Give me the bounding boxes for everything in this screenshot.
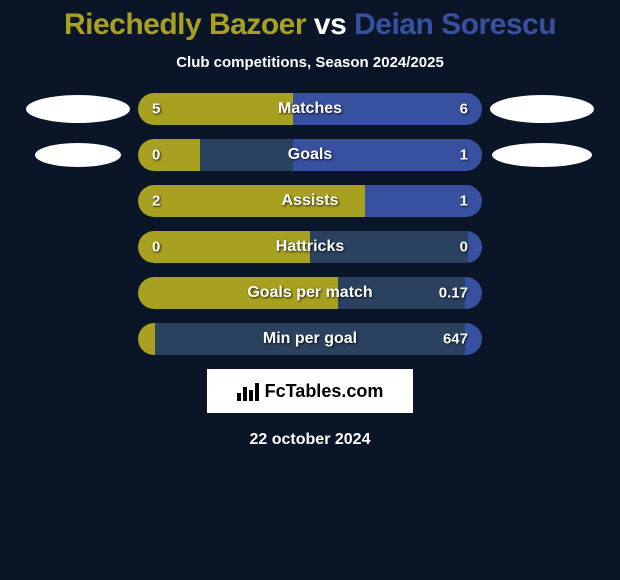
stat-bar: Hattricks 0 0 [138, 231, 482, 263]
footer-logo-box: FcTables.com [207, 369, 413, 413]
stat-value-left: 2 [152, 193, 160, 210]
player-avatar-right [492, 143, 592, 167]
stat-value-left: 5 [152, 101, 160, 118]
bar-fill-left [138, 323, 155, 355]
stat-bar: Assists 2 1 [138, 185, 482, 217]
stat-row: Goals 0 1 [0, 139, 620, 171]
avatar-slot-right [482, 143, 602, 167]
player-avatar-right [490, 95, 594, 123]
stat-label: Goals [288, 146, 332, 164]
stat-row: Min per goal 647 [0, 323, 620, 355]
stat-label: Hattricks [276, 238, 344, 256]
stat-value-right: 6 [460, 101, 468, 118]
stat-value-right: 1 [460, 147, 468, 164]
footer-logo-text: FcTables.com [265, 381, 384, 402]
player-avatar-left [26, 95, 130, 123]
stat-value-left: 0 [152, 147, 160, 164]
stat-label: Goals per match [247, 284, 372, 302]
stat-value-right: 647 [443, 331, 468, 348]
stat-value-right: 0 [460, 239, 468, 256]
stat-bar: Matches 5 6 [138, 93, 482, 125]
stat-row: Assists 2 1 [0, 185, 620, 217]
bar-fill-right [468, 231, 482, 263]
player-avatar-left [35, 143, 121, 167]
stat-label: Matches [278, 100, 342, 118]
title-vs: vs [314, 8, 346, 41]
stat-row: Goals per match 0.17 [0, 277, 620, 309]
stat-value-right: 1 [460, 193, 468, 210]
bars-icon [237, 381, 259, 401]
stat-value-right: 0.17 [439, 285, 468, 302]
bar-fill-left [138, 139, 200, 171]
stat-rows: Matches56Goals01Assists21Hattricks00Goal… [0, 93, 620, 355]
stat-bar: Min per goal 647 [138, 323, 482, 355]
page-title: Riechedly Bazoer vs Deian Sorescu [0, 8, 620, 42]
subtitle: Club competitions, Season 2024/2025 [0, 54, 620, 71]
title-player-1: Riechedly Bazoer [64, 8, 306, 41]
stat-row: Hattricks 0 0 [0, 231, 620, 263]
bar-fill-left [138, 93, 293, 125]
stat-row: Matches 5 6 [0, 93, 620, 125]
stat-label: Min per goal [263, 330, 357, 348]
stat-label: Assists [282, 192, 339, 210]
avatar-slot-left [18, 143, 138, 167]
infographic-container: Riechedly Bazoer vs Deian Sorescu Club c… [0, 0, 620, 449]
avatar-slot-left [18, 95, 138, 123]
avatar-slot-right [482, 95, 602, 123]
stat-value-left: 0 [152, 239, 160, 256]
title-player-2: Deian Sorescu [354, 8, 556, 41]
footer-date: 22 october 2024 [0, 431, 620, 449]
stat-bar: Goals per match 0.17 [138, 277, 482, 309]
stat-bar: Goals 0 1 [138, 139, 482, 171]
